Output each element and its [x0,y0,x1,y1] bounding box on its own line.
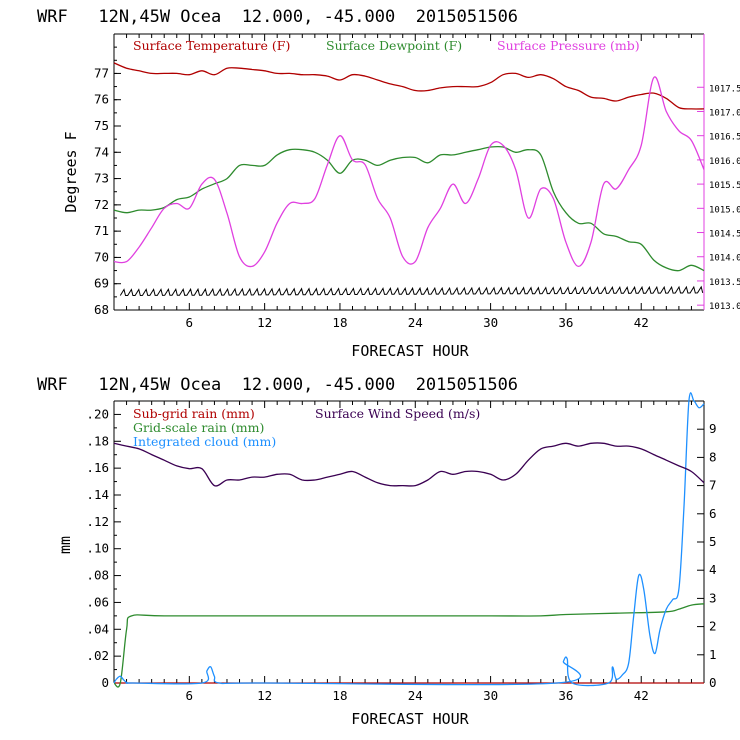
y-tick-label: 76 [94,92,109,107]
x-tick-label: 24 [408,315,423,330]
x-tick-label: 42 [634,315,649,330]
precipitation-plot-area: 6 12 18 24 30 36 42.20.18.16.14.12.10.08.06.04… [86,392,717,703]
y-tick-label: .10 [86,541,109,556]
y-tick-label: .16 [86,460,109,475]
chart-2-y-axis-label: mm [56,536,74,554]
legend-grid-scale-rain: Grid-scale rain (mm) [133,420,264,435]
y-tick-label: 0 [101,675,109,690]
y2-tick-label: 6 [709,506,717,521]
y2-tick-label: 7 [709,478,717,493]
y-tick-label: 72 [94,197,109,212]
legend-sub-grid-rain: Sub-grid rain (mm) [133,406,255,421]
series-line-surface-pressure-mb [113,76,705,268]
legend-surface-temperature: Surface Temperature (F) [133,38,290,53]
y2-tick-label: 3 [709,590,717,605]
x-tick-label: 6 [186,688,194,703]
chart-1-title: WRF 12N,45W Ocea 12.000, -45.000 2015051… [37,7,518,27]
y-tick-label: .18 [86,433,109,448]
x-tick-label: 42 [634,688,649,703]
x-tick-label: 36 [558,688,573,703]
y2-tick-label: 1017.0 [709,108,740,118]
wind-barb-series [119,285,704,297]
y2-tick-label: 1 [709,647,717,662]
x-tick-label: 24 [408,688,423,703]
x-tick-label: 18 [332,315,347,330]
y2-tick-label: 4 [709,562,717,577]
y-tick-label: .14 [86,487,109,502]
x-tick-label: 30 [483,688,498,703]
y2-tick-label: 1013.0 [709,302,740,312]
y-tick-label: .04 [86,621,109,636]
y-tick-label: 77 [94,65,109,80]
y2-tick-label: 9 [709,421,717,436]
legend-surface-pressure: Surface Pressure (mb) [497,38,640,53]
x-tick-label: 12 [257,315,272,330]
legend-surface-wind-speed: Surface Wind Speed (m/s) [315,406,480,421]
y2-tick-label: 1014.5 [709,230,740,240]
y-tick-label: 75 [94,118,109,133]
y-tick-label: .02 [86,648,109,663]
y-tick-label: .06 [86,594,109,609]
chart-1-x-axis-label: FORECAST HOUR [351,342,469,360]
legend-surface-dewpoint: Surface Dewpoint (F) [326,38,462,53]
series-line-grid-scale-rain-mm [113,603,705,688]
y2-tick-label: 0 [709,675,717,690]
y2-tick-label: 1017.5 [709,84,740,94]
x-tick-label: 36 [558,315,573,330]
y-tick-label: 68 [94,302,109,317]
series-line-integrated-cloud-mm [113,392,705,687]
series-line-surface-dewpoint-f [113,145,705,272]
y2-tick-label: 1015.0 [709,205,740,215]
legend-integrated-cloud: Integrated cloud (mm) [133,434,276,449]
y2-tick-label: 1013.5 [709,278,740,288]
chart-1-y-axis-label: Degrees F [62,131,80,212]
temperature-plot-area: 6 12 18 24 30 36 42 68 69 70 71 72 73 74 75 76 77 1013.0 1… [94,33,740,330]
x-tick-label: 30 [483,315,498,330]
y-tick-label: 70 [94,249,109,264]
y-tick-label: .12 [86,514,109,529]
series-line-surface-temperature-f [113,62,705,110]
y2-tick-label: 5 [709,534,717,549]
y2-tick-label: 2 [709,619,717,634]
x-tick-label: 18 [332,688,347,703]
y-tick-label: 71 [94,223,109,238]
y2-tick-label: 8 [709,449,717,464]
y-tick-label: .08 [86,568,109,583]
y2-tick-label: 1016.0 [709,157,740,167]
x-tick-label: 6 [186,315,194,330]
y2-tick-label: 1014.0 [709,254,740,264]
precipitation-chart-panel: WRF 12N,45W Ocea 12.000, -45.000 2015051… [37,375,717,728]
y-tick-label: .20 [86,406,109,421]
chart-2-x-axis-label: FORECAST HOUR [351,710,469,728]
y2-tick-label: 1016.5 [709,133,740,143]
y-tick-label: 73 [94,171,109,186]
y-tick-label: 74 [94,144,109,159]
x-tick-label: 12 [257,688,272,703]
temperature-chart-panel: WRF 12N,45W Ocea 12.000, -45.000 2015051… [37,7,740,360]
chart-2-title: WRF 12N,45W Ocea 12.000, -45.000 2015051… [37,375,518,395]
y-tick-label: 69 [94,276,109,291]
y2-tick-label: 1015.5 [709,181,740,191]
series-line-surface-wind-speed-m-s [113,442,705,487]
